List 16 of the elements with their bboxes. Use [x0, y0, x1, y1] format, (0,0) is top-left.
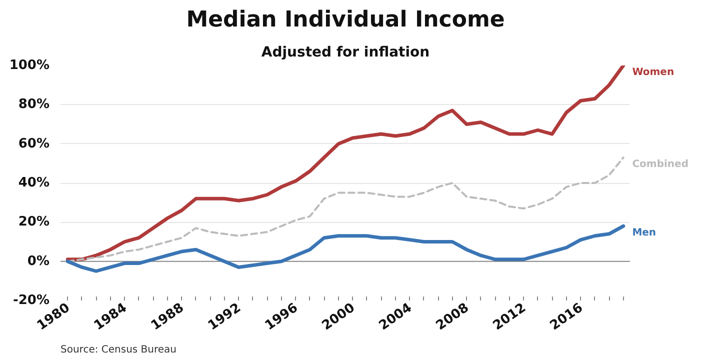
y-tick-label: 40% — [18, 176, 50, 190]
chart-subtitle: Adjusted for inflation — [261, 44, 430, 60]
series-label: Women — [632, 67, 674, 78]
series-label: Combined — [632, 159, 688, 170]
y-tick-label: 20% — [18, 214, 50, 230]
series-label: Men — [632, 228, 656, 239]
y-tick-label: 60% — [18, 136, 50, 152]
line-series — [66, 66, 626, 262]
y-tick-label: 0% — [27, 254, 50, 269]
source-note: Source: Census Bureau — [60, 344, 177, 356]
y-tick-label: 100% — [9, 58, 50, 73]
chart-title: Median Individual Income — [186, 8, 505, 32]
line-series — [66, 156, 624, 262]
y-tick-label: 80% — [18, 97, 50, 112]
line-series — [66, 224, 626, 273]
y-tick-label: -20% — [12, 293, 50, 308]
